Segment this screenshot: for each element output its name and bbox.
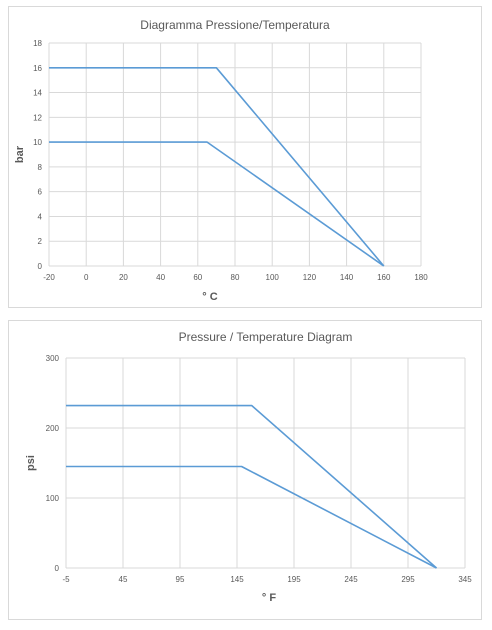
y-tick-label-fahrenheit: 300	[46, 354, 60, 363]
chart-svg-fahrenheit: -5 45 95 145 195 245 295 345 0 100 200 300 Pressure …	[25, 330, 472, 604]
chart-panel-fahrenheit: -5 45 95 145 195 245 295 345 0 100 200 300 Pressure …	[8, 320, 482, 620]
x-tick-label-fahrenheit: 145	[230, 575, 244, 584]
x-axis-label-fahrenheit: ° F	[262, 592, 276, 604]
x-tick-label-celsius: -20	[43, 273, 55, 282]
y-tick-label-celsius: 16	[33, 64, 42, 73]
y-tick-label-celsius: 6	[38, 188, 43, 197]
x-axis-label-celsius: ° C	[202, 291, 217, 303]
x-tick-label-celsius: 60	[193, 273, 202, 282]
y-axis-label-fahrenheit: psi	[25, 455, 37, 471]
y-tick-label-celsius: 14	[33, 89, 42, 98]
x-tick-label-fahrenheit: 195	[287, 575, 301, 584]
series-line-celsius-1	[49, 66, 385, 267]
x-tick-label-celsius: 0	[84, 273, 89, 282]
x-tick-label-fahrenheit: 345	[458, 575, 472, 584]
chart-panel-celsius: -20 0 20 40 60 80 100 120 140 160 180 0 2 4 6 8 10 12 14 16…	[8, 6, 482, 308]
x-tick-label-fahrenheit: 45	[119, 575, 128, 584]
y-tick-label-celsius: 18	[33, 39, 42, 48]
series-line-celsius-2	[49, 141, 385, 267]
x-tick-label-fahrenheit: -5	[62, 575, 70, 584]
x-tick-label-celsius: 180	[414, 273, 428, 282]
series-line-fahrenheit-2	[66, 465, 437, 569]
y-tick-label-celsius: 8	[38, 163, 43, 172]
chart-svg-celsius: -20 0 20 40 60 80 100 120 140 160 1800246810121416…	[14, 18, 428, 303]
y-tick-label-celsius: 0	[38, 262, 43, 271]
x-tick-label-fahrenheit: 295	[401, 575, 415, 584]
y-tick-label-fahrenheit: 100	[46, 494, 60, 503]
y-tick-label-fahrenheit: 200	[46, 424, 60, 433]
x-tick-label-celsius: 100	[266, 273, 280, 282]
x-tick-label-celsius: 120	[303, 273, 317, 282]
x-tick-label-celsius: 160	[377, 273, 391, 282]
y-tick-label-celsius: 10	[33, 138, 42, 147]
y-tick-label-celsius: 2	[38, 237, 43, 246]
y-tick-label-fahrenheit: 0	[55, 564, 60, 573]
x-tick-label-celsius: 140	[340, 273, 354, 282]
y-axis-label-celsius: bar	[14, 145, 26, 163]
chart-title-celsius: Diagramma Pressione/Temperatura	[140, 18, 330, 32]
chart-title-fahrenheit: Pressure / Temperature Diagram	[179, 330, 353, 344]
y-tick-label-celsius: 12	[33, 113, 42, 122]
x-tick-label-fahrenheit: 95	[176, 575, 185, 584]
series-line-fahrenheit-1	[66, 404, 438, 569]
x-tick-label-celsius: 80	[231, 273, 240, 282]
y-tick-label-celsius: 4	[38, 212, 43, 221]
x-tick-label-celsius: 40	[156, 273, 165, 282]
x-tick-label-fahrenheit: 245	[344, 575, 358, 584]
x-tick-label-celsius: 20	[119, 273, 128, 282]
